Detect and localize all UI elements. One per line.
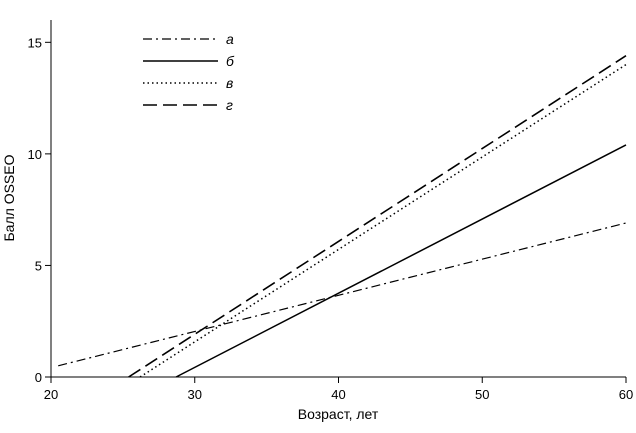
series-line-1: [58, 222, 627, 367]
series-line-2: [175, 144, 627, 378]
series-line-4: [128, 55, 627, 378]
axes: [50, 20, 626, 378]
x-tick-label: 60: [619, 387, 633, 402]
series-layer: [58, 55, 627, 378]
y-tick-label: 0: [35, 370, 42, 385]
x-tick-label: 30: [188, 387, 202, 402]
x-tick-label: 50: [475, 387, 489, 402]
y-tick-label: 5: [35, 258, 42, 273]
x-tick-label: 20: [44, 387, 58, 402]
legend-label-1: а: [226, 31, 234, 47]
y-tick-label: 15: [28, 35, 42, 50]
x-tick-label: 40: [331, 387, 345, 402]
legend-label-4: г: [226, 97, 233, 113]
legend-label-2: б: [226, 53, 235, 69]
legend-label-3: в: [226, 75, 233, 91]
y-tick-label: 10: [28, 147, 42, 162]
x-axis-title: Возраст, лет: [298, 406, 379, 422]
y-axis-title: Балл OSSEO: [1, 154, 17, 241]
ticks: 20 30 40 50 60 0 5 10 15: [28, 35, 634, 402]
series-line-3: [139, 63, 627, 378]
